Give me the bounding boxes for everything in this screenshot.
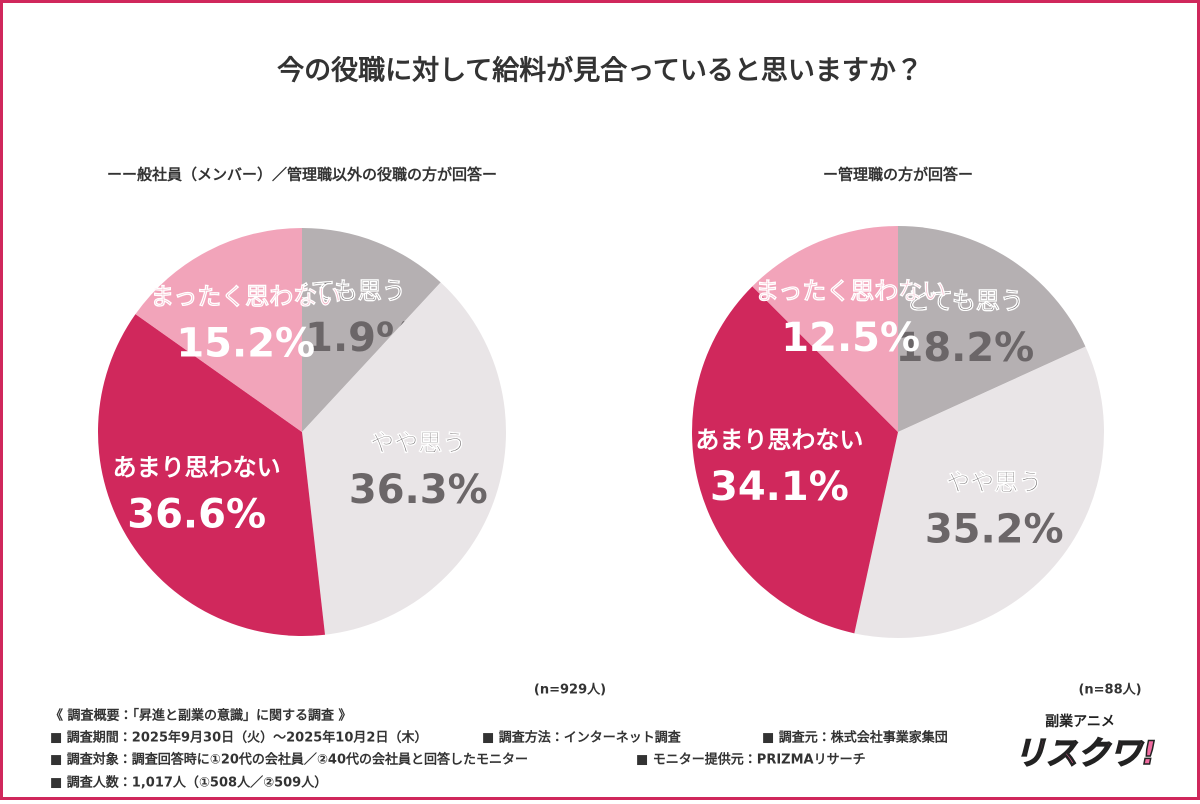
value-label: 18.2% bbox=[895, 325, 1034, 371]
value-label: 36.3% bbox=[349, 467, 488, 513]
pie-slice bbox=[691, 286, 898, 634]
survey-item: ■ 調査期間：2025年9月30日（火）～2025年10月2日（木） bbox=[50, 730, 427, 746]
slice-label: まったく思わない bbox=[150, 282, 341, 310]
chart-subtitle: ーー般社員（メンバー）／管理職以外の役職の方が回答ー bbox=[107, 166, 497, 184]
slice-label: やや思う bbox=[946, 469, 1042, 497]
slice-label: とても思う bbox=[906, 287, 1024, 315]
chart-subtitle: ー管理職の方が回答ー bbox=[823, 166, 973, 184]
survey-item: ■ 調査対象：調査回答時に①20代の会社員／②40代の会社員と回答したモニター bbox=[50, 752, 528, 768]
value-label: 15.2% bbox=[176, 320, 315, 366]
logo: 副業アニメ リスクワ! bbox=[1013, 713, 1157, 773]
slice-label: まったく思わない bbox=[755, 277, 946, 305]
value-label: 12.5% bbox=[781, 315, 920, 361]
slice-label: あまり思わない bbox=[695, 426, 863, 454]
value-label: 35.2% bbox=[925, 507, 1064, 553]
pie-slice bbox=[98, 314, 326, 637]
logo-subtitle: 副業アニメ bbox=[1045, 713, 1115, 730]
survey-item: ■ 調査人数：1,017人（①508人／②509人） bbox=[50, 775, 327, 791]
logo-name: リスクワ! bbox=[1014, 734, 1157, 772]
survey-item: ■ 調査元：株式会社事業家集団 bbox=[762, 730, 948, 746]
pie-slice bbox=[752, 226, 898, 432]
slice-label: とても思う bbox=[288, 277, 406, 305]
value-label: 34.1% bbox=[710, 464, 849, 510]
slice-label: あまり思わない bbox=[113, 453, 281, 481]
survey-item: ■ モニター提供元：PRIZMAリサーチ bbox=[636, 752, 866, 768]
pie-slice bbox=[135, 228, 302, 432]
sample-note: (n=88人) bbox=[1078, 683, 1141, 698]
pie-slice bbox=[854, 346, 1104, 638]
survey-item: ■ 調査方法：インターネット調査 bbox=[482, 730, 682, 746]
survey-heading: 《 調査概要：「昇進と副業の意識」に関する調査 》 bbox=[50, 708, 352, 724]
pie-slice bbox=[302, 282, 507, 635]
value-label: 36.6% bbox=[127, 491, 266, 537]
pie-slice bbox=[302, 228, 441, 432]
pie-slice bbox=[898, 226, 1086, 432]
main-title: 今の役職に対して給料が見合っていると思いますか？ bbox=[277, 55, 923, 87]
sample-note: (n=929人) bbox=[534, 683, 606, 698]
slice-label: やや思う bbox=[370, 429, 466, 457]
